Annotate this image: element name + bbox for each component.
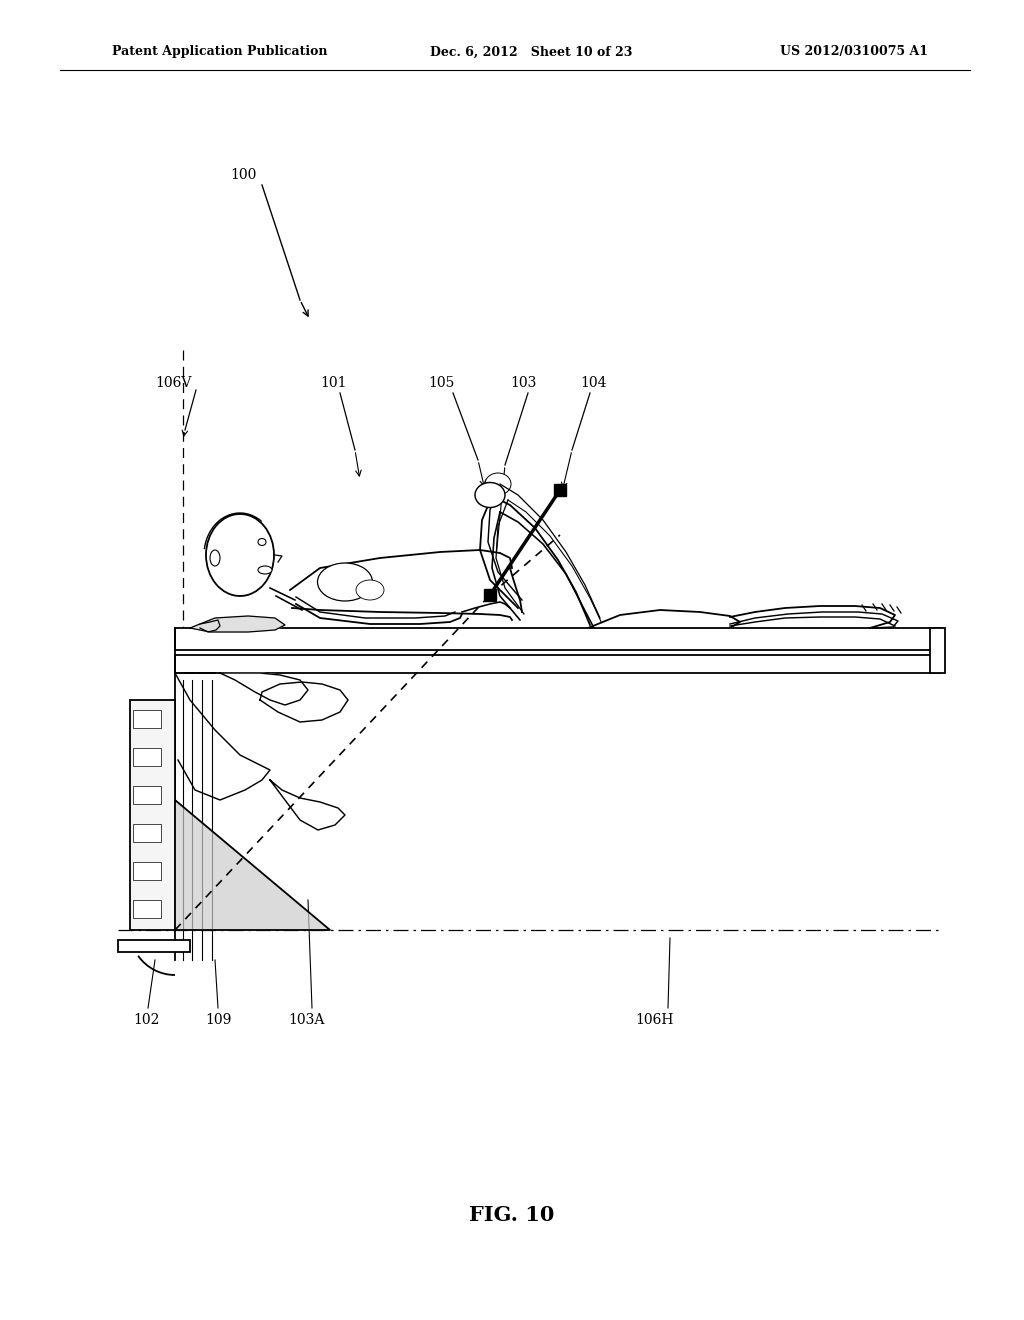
Bar xyxy=(133,710,161,729)
Bar xyxy=(118,940,190,952)
Bar xyxy=(133,824,161,842)
Ellipse shape xyxy=(258,566,272,574)
Ellipse shape xyxy=(356,579,384,601)
Polygon shape xyxy=(260,682,348,722)
Ellipse shape xyxy=(206,513,274,597)
Ellipse shape xyxy=(258,539,266,545)
Polygon shape xyxy=(290,550,512,620)
Text: 106V: 106V xyxy=(155,376,191,389)
Text: FIG. 10: FIG. 10 xyxy=(469,1205,555,1225)
Bar xyxy=(133,862,161,880)
Text: 103A: 103A xyxy=(288,1012,325,1027)
Text: Patent Application Publication: Patent Application Publication xyxy=(112,45,328,58)
Ellipse shape xyxy=(317,564,373,601)
Ellipse shape xyxy=(210,550,220,566)
Polygon shape xyxy=(175,800,330,931)
Text: 105: 105 xyxy=(428,376,455,389)
Text: US 2012/0310075 A1: US 2012/0310075 A1 xyxy=(780,45,928,58)
Text: 109: 109 xyxy=(205,1012,231,1027)
Bar xyxy=(175,628,940,649)
Polygon shape xyxy=(190,616,285,632)
Text: 100: 100 xyxy=(230,168,256,182)
Ellipse shape xyxy=(485,473,511,495)
Bar xyxy=(133,785,161,804)
Bar xyxy=(130,700,175,931)
Text: 103: 103 xyxy=(510,376,537,389)
Polygon shape xyxy=(220,673,308,705)
Polygon shape xyxy=(588,610,740,628)
Text: 104: 104 xyxy=(580,376,606,389)
Text: Dec. 6, 2012   Sheet 10 of 23: Dec. 6, 2012 Sheet 10 of 23 xyxy=(430,45,633,58)
Text: 102: 102 xyxy=(133,1012,160,1027)
Bar xyxy=(133,900,161,917)
Bar xyxy=(133,748,161,766)
Bar xyxy=(930,628,945,673)
Bar xyxy=(175,655,940,673)
Ellipse shape xyxy=(475,483,505,507)
Text: 106H: 106H xyxy=(635,1012,674,1027)
Text: 101: 101 xyxy=(319,376,346,389)
